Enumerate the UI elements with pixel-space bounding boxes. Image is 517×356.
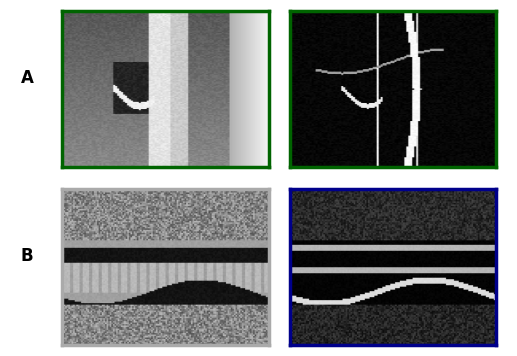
Text: A: A xyxy=(21,69,34,87)
Text: B: B xyxy=(21,247,33,265)
